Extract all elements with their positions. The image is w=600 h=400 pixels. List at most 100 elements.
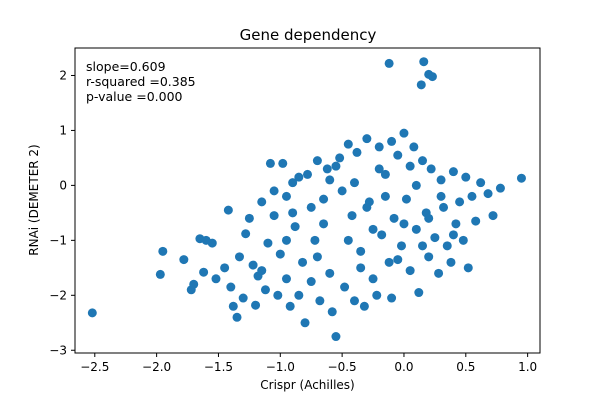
data-point — [483, 189, 493, 199]
data-point — [269, 211, 279, 221]
data-point — [349, 178, 359, 188]
data-point — [257, 266, 267, 276]
data-point — [356, 246, 366, 256]
points-layer — [87, 57, 526, 342]
data-point — [300, 318, 310, 328]
data-point — [384, 58, 394, 68]
data-point — [288, 208, 298, 218]
data-point — [337, 186, 347, 196]
data-point — [281, 191, 291, 201]
y-tick-label: 1 — [59, 123, 67, 137]
x-axis-label: Crispr (Achilles) — [260, 378, 354, 392]
data-point — [405, 266, 415, 276]
data-point — [414, 288, 424, 298]
y-tick-label: 2 — [59, 68, 67, 82]
data-point — [179, 255, 189, 265]
data-point — [238, 293, 248, 303]
y-tick-label: −1 — [49, 233, 67, 247]
data-point — [409, 142, 419, 152]
data-point — [393, 255, 403, 265]
data-point — [426, 164, 436, 174]
data-point — [399, 219, 409, 229]
x-tick-label: −2.5 — [80, 360, 109, 374]
x-tick-label: 0.0 — [394, 360, 413, 374]
data-point — [251, 300, 261, 310]
data-point — [220, 263, 230, 273]
data-point — [87, 308, 97, 318]
data-point — [446, 257, 456, 267]
data-point — [265, 158, 275, 168]
x-tick-label: −2.0 — [142, 360, 171, 374]
data-point — [260, 285, 270, 295]
annotation-r-squared: r-squared =0.385 — [86, 74, 196, 89]
data-point — [356, 263, 366, 273]
annotation-slope: slope=0.609 — [86, 59, 166, 74]
data-point — [278, 158, 288, 168]
data-point — [306, 277, 316, 287]
data-point — [461, 172, 471, 182]
data-point — [399, 128, 409, 138]
x-tick-label: −1.5 — [204, 360, 233, 374]
data-point — [306, 202, 316, 212]
data-point — [281, 235, 291, 245]
data-point — [436, 175, 446, 185]
data-point — [325, 175, 335, 185]
data-point — [393, 150, 403, 160]
data-point — [294, 172, 304, 182]
x-tick-label: −1.0 — [266, 360, 295, 374]
data-point — [405, 161, 415, 171]
data-point — [285, 301, 295, 311]
data-point — [319, 194, 329, 204]
data-point — [234, 252, 244, 262]
data-point — [273, 290, 283, 300]
data-point — [389, 213, 399, 223]
x-tick-label: 1.0 — [518, 360, 537, 374]
data-point — [396, 241, 406, 251]
data-point — [331, 332, 341, 342]
data-point — [322, 164, 332, 174]
data-point — [368, 224, 378, 234]
data-point — [349, 296, 359, 306]
data-point — [199, 267, 209, 277]
data-point — [359, 301, 369, 311]
data-point — [424, 213, 434, 223]
data-point — [207, 238, 217, 248]
data-point — [303, 169, 312, 179]
data-point — [223, 205, 233, 215]
data-point — [418, 241, 428, 251]
data-point — [451, 219, 461, 229]
data-point — [380, 191, 390, 201]
data-point — [416, 80, 426, 90]
data-point — [352, 147, 362, 157]
data-point — [411, 180, 421, 190]
data-point — [442, 241, 452, 251]
data-point — [294, 290, 304, 300]
data-point — [384, 257, 394, 267]
data-point — [424, 252, 434, 262]
data-point — [269, 186, 279, 196]
data-point — [312, 156, 322, 166]
data-point — [343, 139, 353, 149]
data-point — [340, 282, 350, 292]
data-point — [430, 233, 440, 243]
data-point — [419, 57, 429, 67]
data-point — [288, 178, 298, 188]
data-point — [463, 263, 473, 273]
data-point — [476, 178, 486, 188]
data-point — [427, 72, 437, 82]
data-point — [418, 156, 428, 166]
data-point — [290, 222, 300, 232]
data-point — [281, 274, 291, 284]
data-point — [155, 269, 165, 279]
data-point — [372, 290, 382, 300]
x-axis: −2.5 −2.0 −1.5 −1.0 −0.5 0.0 0.5 1.0 — [80, 353, 537, 374]
data-point — [448, 230, 458, 240]
data-point — [226, 282, 236, 292]
data-point — [263, 238, 273, 248]
data-point — [387, 136, 397, 146]
data-point — [248, 260, 258, 270]
data-point — [244, 213, 254, 223]
y-tick-label: −2 — [49, 288, 67, 302]
y-axis: −3 −2 −1 0 1 2 — [49, 68, 75, 357]
